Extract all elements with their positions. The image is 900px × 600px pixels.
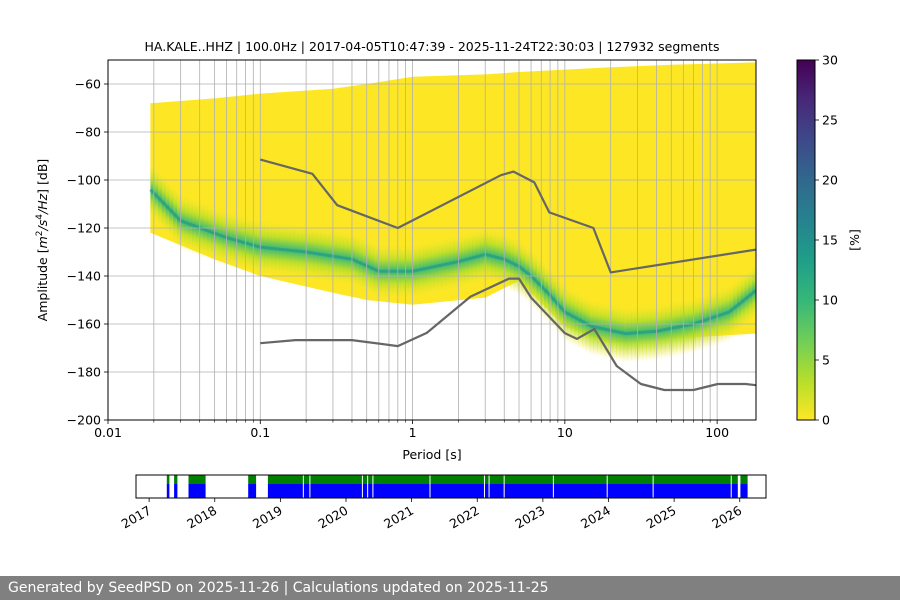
timeline-data-segment (740, 484, 748, 498)
x-tick-label: 0.1 (250, 425, 270, 440)
grid (108, 60, 756, 420)
y-axis-label-unit-s: s (35, 219, 50, 226)
colorbar-label: [%] (847, 229, 862, 251)
y-axis-label-prefix: Amplitude [ (35, 248, 50, 321)
timeline-frame (135, 474, 767, 499)
y-tick-label: −120 (67, 221, 101, 236)
timeline-tick-label: 2021 (381, 503, 416, 532)
timeline-data-segment (174, 484, 178, 498)
y-axis-label-unit-m: m (35, 236, 50, 248)
y-axis-label-exp-2: 2 (35, 230, 45, 236)
colorbar-tick-label: 15 (822, 233, 838, 248)
timeline-psd-segment (174, 475, 178, 484)
y-tick-label: −100 (67, 173, 101, 188)
timeline-psd-segment (740, 475, 748, 484)
timeline-psd-segment (248, 475, 257, 484)
timeline-tick-label: 2017 (119, 503, 154, 532)
y-tick-label: −160 (67, 317, 101, 332)
timeline-tick-label: 2025 (644, 503, 679, 532)
x-tick-label: 1 (409, 425, 417, 440)
timeline-data-segment (166, 484, 170, 498)
y-axis-label-slash-1: / (35, 224, 50, 231)
timeline-data-segment (248, 484, 257, 498)
y-tick-label: −140 (67, 269, 101, 284)
y-tick-label: −200 (67, 413, 101, 428)
y-axis-label-suffix: ] [dB] (35, 159, 50, 194)
colorbar-ticks: 0 5 10 15 20 25 30 (815, 53, 838, 428)
chart-title: HA.KALE..HHZ | 100.0Hz | 2017-04-05T10:4… (145, 39, 720, 54)
x-tick-label: 0.01 (94, 425, 122, 440)
data-availability-timeline: 2017 2018 2019 2020 2021 2022 2023 2024 2025 2026 (119, 474, 767, 532)
timeline-tick-label: 2023 (512, 503, 547, 532)
x-axis: 0.01 0.1 1 10 100 (94, 420, 729, 440)
psd-plot: 0.01 0.1 1 10 100 −200 −180 −160 −140 −120 −100 −8… (35, 59, 757, 462)
timeline-psd-segment (267, 475, 738, 484)
colorbar-tick-label: 30 (822, 53, 838, 68)
y-tick-label: −60 (75, 77, 101, 92)
timeline-data-segment (188, 484, 206, 498)
timeline-tick-label: 2019 (250, 503, 285, 532)
y-axis-label-slash-2: / (35, 208, 50, 215)
plot-frame (107, 59, 757, 421)
colorbar-tick-label: 0 (822, 413, 830, 428)
colorbar-tick-label: 10 (822, 293, 838, 308)
timeline-psd-segment (188, 475, 206, 484)
timeline-tick-label: 2026 (709, 503, 744, 532)
timeline-bars (166, 475, 748, 498)
y-axis-label: Amplitude [m2/s4/Hz] [dB] (35, 159, 50, 322)
nlnm-line (260, 277, 756, 392)
timeline-tick-label: 2024 (578, 503, 613, 532)
colorbar-tick-label: 5 (822, 353, 830, 368)
colorbar: 0 5 10 15 20 25 30 [%] (796, 53, 862, 428)
y-axis: −200 −180 −160 −140 −120 −100 −80 −60 (67, 77, 108, 428)
timeline-tick-label: 2022 (447, 503, 482, 532)
timeline-psd-segment (166, 475, 170, 484)
timeline-tick-label: 2018 (184, 503, 219, 532)
x-axis-label: Period [s] (402, 447, 461, 462)
y-axis-label-unit-hz: Hz (35, 193, 50, 209)
timeline-data-segment (267, 484, 738, 498)
y-tick-label: −180 (67, 365, 101, 380)
colorbar-tick-label: 25 (822, 113, 838, 128)
x-tick-label: 100 (705, 425, 729, 440)
colorbar-tick-label: 20 (822, 173, 838, 188)
noise-models (260, 158, 756, 392)
x-tick-label: 10 (557, 425, 573, 440)
nhnm-line (260, 158, 756, 274)
timeline-tick-label: 2020 (315, 503, 350, 532)
footer: Generated by SeedPSD on 2025-11-26 | Cal… (0, 576, 900, 600)
y-axis-label-exp-4: 4 (35, 214, 45, 220)
y-tick-label: −80 (75, 125, 101, 140)
colorbar-gradient (796, 59, 816, 421)
timeline-ticks: 2017 2018 2019 2020 2021 2022 2023 2024 2025 2026 (119, 498, 744, 532)
psd-heatmap (149, 62, 756, 363)
